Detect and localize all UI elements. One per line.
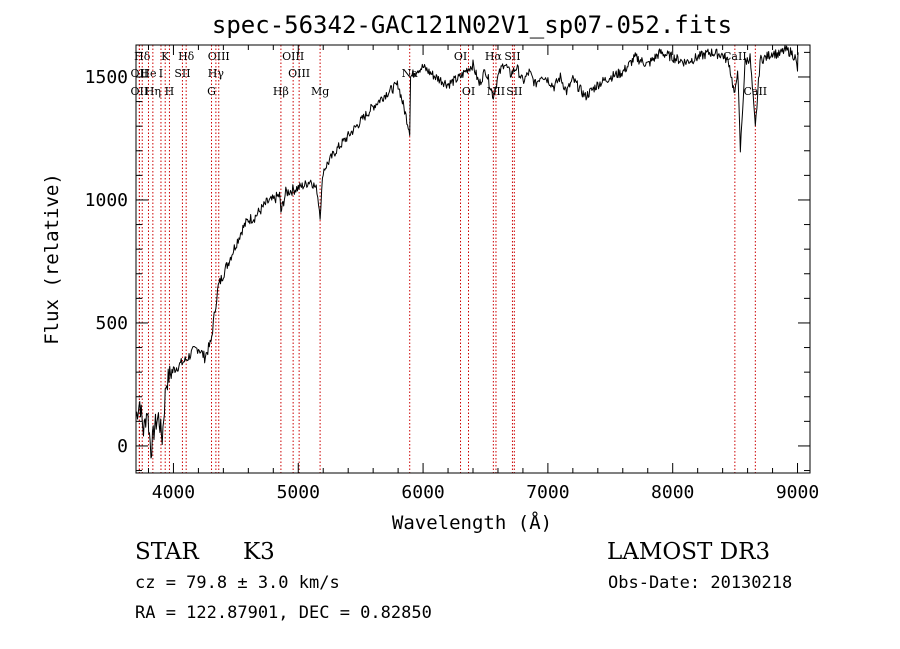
y-axis-label: Flux (relative) [41, 173, 63, 345]
line-marker-label: SII [504, 50, 520, 63]
line-marker-label: Hα [485, 50, 503, 63]
x-tick-label: 9000 [776, 482, 819, 503]
obs-date: Obs-Date: 20130218 [608, 573, 793, 593]
line-marker-label: SII [174, 67, 190, 80]
line-marker-label: OI [462, 85, 475, 98]
spectrum-line [135, 44, 799, 459]
plot-frame [135, 44, 811, 474]
x-tick-label: 5000 [277, 482, 320, 503]
y-tick-label: 0 [117, 436, 128, 457]
chart-title: spec-56342-GAC121N02V1_sp07-052.fits [212, 11, 732, 39]
line-marker-label: I [159, 67, 163, 80]
line-marker-label: H [165, 85, 175, 98]
line-marker-label: SII [506, 85, 522, 98]
line-marker-label: Hδ [134, 50, 151, 63]
line-marker-label: CaII [743, 85, 767, 98]
subclass: K3 [243, 539, 275, 565]
line-marker-label: Mg [311, 85, 329, 98]
line-marker-label: OIII [282, 50, 304, 63]
line-marker-label: G [207, 85, 216, 98]
line-marker-label: CaII [723, 50, 747, 63]
x-axis-label: Wavelength (Å) [392, 511, 552, 534]
line-marker-label: Hδ [178, 50, 195, 63]
x-axis: 4000 5000 6000 7000 8000 9000 [147, 45, 819, 503]
line-marker-label: OIII [208, 50, 230, 63]
object-type: STAR [135, 539, 199, 565]
x-tick-label: 6000 [401, 482, 444, 503]
x-tick-label: 4000 [152, 482, 195, 503]
line-marker-label: K [161, 50, 170, 63]
y-tick-label: 500 [95, 313, 128, 334]
coordinates-text: RA = 122.87901, DEC = 0.82850 [135, 603, 432, 623]
line-marker-label: Na [402, 67, 419, 80]
y-tick-label: 1000 [85, 190, 128, 211]
line-marker-label: OII [131, 85, 149, 98]
x-tick-label: 7000 [526, 482, 569, 503]
spectrum-series [135, 44, 799, 459]
redshift-text: cz = 79.8 ± 3.0 km/s [135, 573, 340, 593]
y-tick-label: 1500 [85, 67, 128, 88]
y-axis: 0 500 1000 1500 [85, 51, 810, 472]
line-marker-label: OIII [288, 67, 310, 80]
line-marker-label: Hβ [273, 85, 289, 98]
line-marker-label: He [140, 67, 156, 80]
line-marker-label: Hγ [208, 67, 225, 80]
line-marker-label: OI [454, 50, 467, 63]
x-tick-label: 8000 [651, 482, 694, 503]
line-marker-label: Hη [145, 85, 161, 98]
survey-name: LAMOST DR3 [607, 539, 771, 565]
